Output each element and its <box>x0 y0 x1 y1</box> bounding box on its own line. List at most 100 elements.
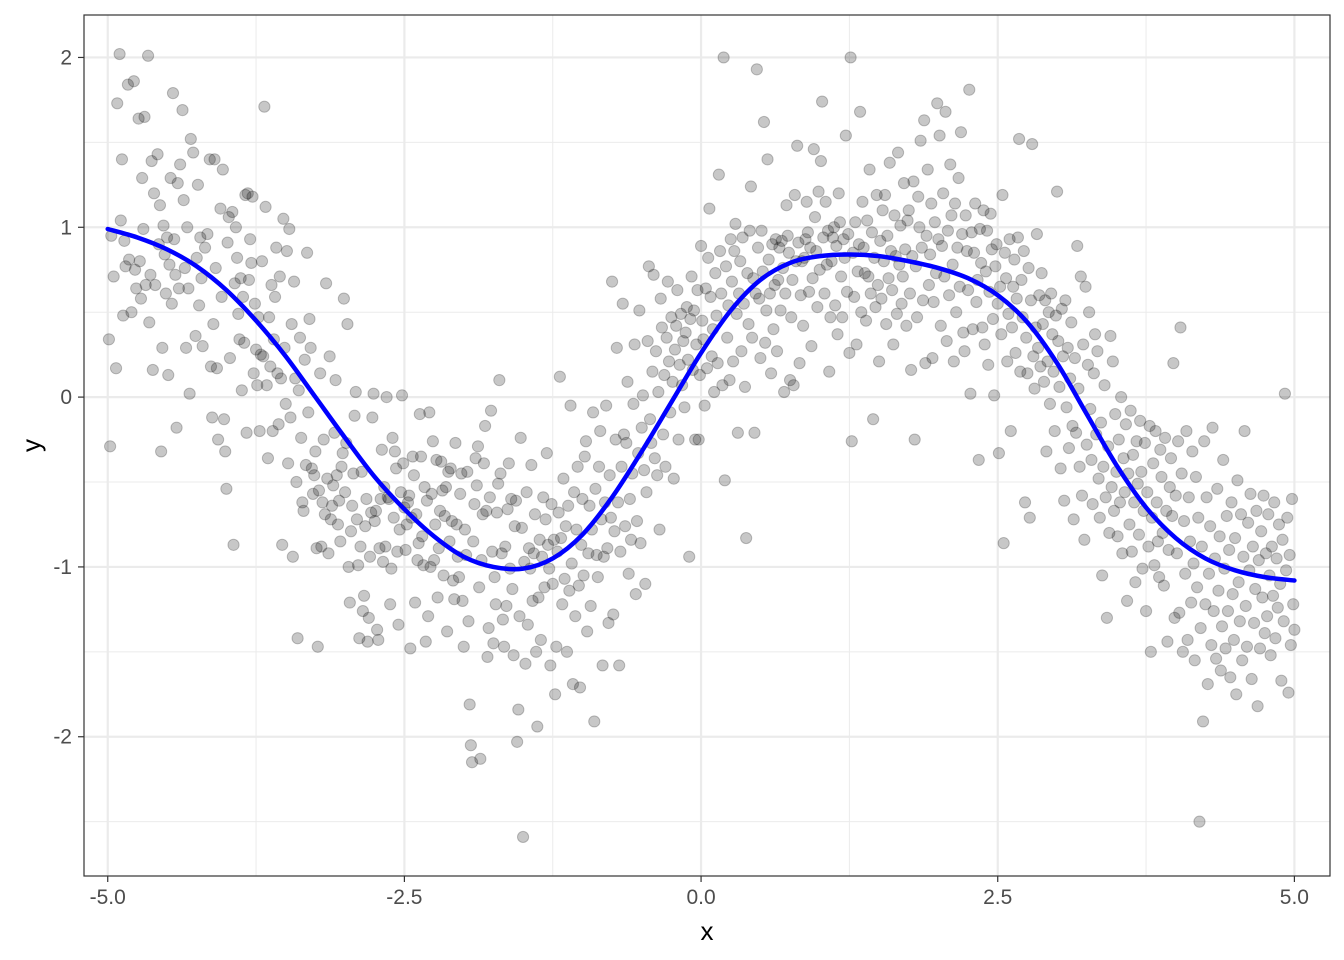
data-point <box>905 363 918 377</box>
data-point <box>1039 294 1052 307</box>
data-point <box>215 290 228 304</box>
data-point <box>760 304 773 317</box>
data-point <box>855 306 868 319</box>
data-point <box>836 311 849 324</box>
data-point <box>811 300 824 314</box>
data-point <box>412 537 425 550</box>
data-point <box>501 503 514 516</box>
data-point <box>1100 611 1114 624</box>
data-point <box>869 300 882 314</box>
data-point <box>481 650 494 664</box>
data-point <box>691 284 704 297</box>
data-point <box>445 514 458 528</box>
data-point <box>373 542 386 555</box>
data-point <box>588 715 601 728</box>
data-point <box>1024 294 1038 307</box>
data-point <box>543 562 556 575</box>
data-point <box>740 531 753 545</box>
data-point <box>1103 526 1116 540</box>
data-point <box>222 210 235 224</box>
data-point <box>738 380 752 394</box>
data-point <box>833 216 847 229</box>
data-point <box>384 598 397 611</box>
data-point <box>1251 700 1264 713</box>
data-point <box>615 460 628 473</box>
data-point <box>244 233 257 246</box>
data-point <box>852 238 865 251</box>
data-point <box>735 345 748 358</box>
data-point <box>845 435 858 448</box>
data-point <box>422 610 435 623</box>
data-point <box>1071 239 1084 253</box>
data-point <box>616 297 629 310</box>
data-point <box>937 187 950 200</box>
data-point <box>702 251 715 264</box>
data-point <box>918 114 931 127</box>
data-point <box>1026 137 1039 151</box>
data-point <box>246 190 259 203</box>
data-point <box>802 285 816 298</box>
data-point <box>666 375 679 388</box>
data-point <box>985 243 998 256</box>
x-tick-label: 2.5 <box>983 886 1012 909</box>
data-point <box>247 367 260 380</box>
data-point <box>335 460 348 473</box>
data-point <box>1055 302 1068 315</box>
data-point <box>170 421 183 434</box>
data-point <box>203 153 216 166</box>
data-point <box>698 399 711 412</box>
data-point <box>1120 594 1134 607</box>
data-point <box>1119 418 1132 431</box>
data-point <box>614 545 627 558</box>
data-point <box>509 494 523 507</box>
data-point <box>302 406 315 419</box>
data-point <box>353 632 366 645</box>
data-point <box>673 358 686 371</box>
data-point <box>109 362 123 375</box>
data-point <box>882 272 895 285</box>
data-point <box>181 221 194 234</box>
data-point <box>311 640 324 653</box>
data-point <box>208 153 221 166</box>
data-point <box>1018 496 1032 509</box>
data-point <box>818 287 831 300</box>
data-point <box>753 292 766 305</box>
data-point <box>495 547 508 560</box>
data-point <box>990 238 1003 251</box>
data-point <box>1001 355 1014 368</box>
data-point <box>851 265 864 278</box>
data-point <box>769 233 782 246</box>
data-point <box>1211 482 1224 495</box>
data-point <box>240 426 253 439</box>
data-point <box>583 499 596 512</box>
data-point <box>999 272 1013 285</box>
data-point <box>755 224 768 237</box>
data-point <box>532 591 545 604</box>
data-point <box>715 287 728 300</box>
x-axis-title: x <box>701 916 714 946</box>
data-point <box>660 331 673 344</box>
data-point <box>254 348 267 361</box>
data-point <box>1094 416 1108 429</box>
data-point <box>952 171 965 185</box>
data-point <box>557 472 570 485</box>
data-point <box>933 129 946 142</box>
data-point <box>934 319 947 332</box>
data-point <box>519 657 532 670</box>
data-point <box>1186 445 1199 458</box>
data-point <box>1040 445 1053 458</box>
data-point <box>850 338 863 351</box>
data-point <box>312 484 326 497</box>
data-point <box>480 504 493 517</box>
data-point <box>348 409 361 422</box>
data-point <box>408 596 422 609</box>
data-point <box>1058 494 1071 507</box>
data-point <box>367 387 380 400</box>
data-point <box>1202 567 1216 580</box>
data-point <box>594 424 607 438</box>
data-point <box>318 508 331 521</box>
data-point <box>516 830 530 844</box>
data-point <box>1275 674 1288 687</box>
data-point <box>1105 481 1118 494</box>
data-point <box>1022 261 1035 275</box>
